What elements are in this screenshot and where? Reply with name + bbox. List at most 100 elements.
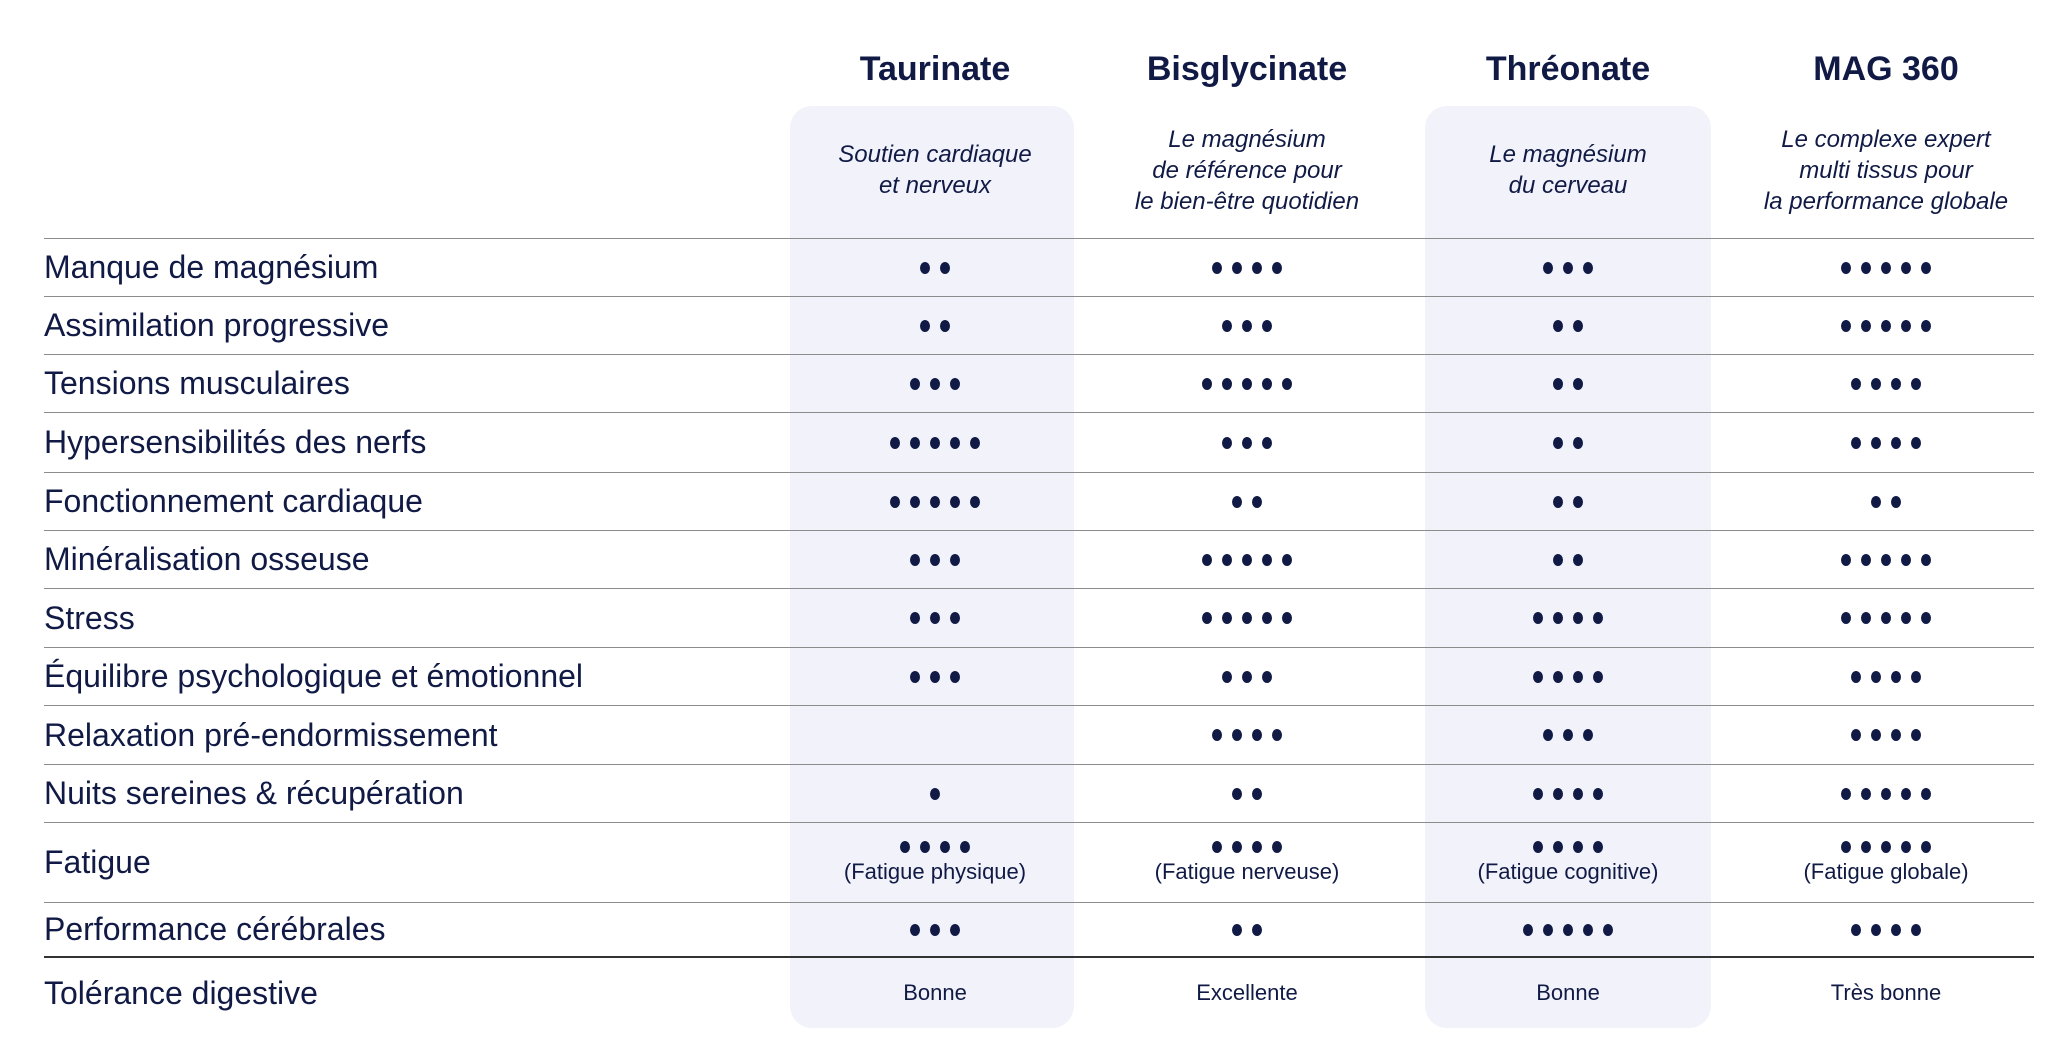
rating-cell (775, 706, 1095, 764)
rating-dot (970, 436, 980, 449)
rating-dot (1212, 261, 1222, 274)
rating-dot (1891, 923, 1901, 936)
rating-dot (1881, 612, 1891, 624)
rating-dot (1881, 787, 1891, 800)
table-row: Tensions musculaires (44, 354, 2034, 412)
rating-dot (950, 612, 960, 624)
rating-dots (890, 436, 980, 449)
rating-dot (1262, 670, 1272, 683)
rating-dot (1573, 553, 1583, 566)
rating-dot (1242, 553, 1252, 566)
rating-cell (775, 589, 1095, 647)
rating-dot (1921, 787, 1931, 800)
rating-dot (1212, 840, 1222, 853)
rating-dot (1921, 319, 1931, 332)
rating-dots (1202, 612, 1292, 624)
row-label: Relaxation pré-endormissement (44, 716, 498, 753)
rating-dots (1841, 787, 1931, 800)
rating-cell: (Fatigue physique) (775, 823, 1095, 902)
rating-cell (1087, 239, 1407, 296)
rating-dot (1891, 377, 1901, 390)
rating-dot (930, 495, 940, 508)
rating-dot (1881, 553, 1891, 566)
rating-dot (1222, 436, 1232, 449)
rating-dot (1851, 923, 1861, 936)
rating-cell (775, 355, 1095, 412)
rating-dot (1891, 670, 1901, 683)
rating-dot (1232, 923, 1242, 936)
rating-dot (1871, 923, 1881, 936)
rating-dots (1553, 436, 1583, 449)
rating-dot (1573, 670, 1583, 683)
rating-dot (930, 670, 940, 683)
rating-dot (1533, 787, 1543, 800)
rating-dot (1553, 319, 1563, 332)
rating-dot (1891, 729, 1901, 741)
rating-dots (900, 840, 970, 853)
rating-dots (910, 923, 960, 936)
rating-dot (1523, 923, 1533, 936)
rating-cell: Excellente (1087, 958, 1407, 1028)
rating-dot (950, 495, 960, 508)
rating-dot (910, 436, 920, 449)
rating-dot (960, 840, 970, 853)
rating-dot (940, 319, 950, 332)
rating-dot (1583, 923, 1593, 936)
table-row: Hypersensibilités des nerfs (44, 412, 2034, 472)
rating-dot (1891, 436, 1901, 449)
rating-cell: (Fatigue cognitive) (1408, 823, 1728, 902)
rating-dot (1911, 923, 1921, 936)
rating-dot (1881, 840, 1891, 853)
rating-dots (1222, 319, 1272, 332)
rating-dot (1573, 612, 1583, 624)
rating-cell (1087, 413, 1407, 472)
rating-cell (1408, 297, 1728, 354)
rating-dot (1563, 729, 1573, 741)
column-subtitle: Le magnésium de référence pour le bien-ê… (1134, 125, 1360, 215)
tolerance-value: Bonne (903, 980, 967, 1005)
rating-dot (930, 377, 940, 390)
rating-dot (910, 377, 920, 390)
rating-dot (1533, 670, 1543, 683)
column-subtitle: Le complexe expert multi tissus pour la … (1763, 125, 2009, 215)
rating-dot (930, 787, 940, 800)
rating-dot (1553, 840, 1563, 853)
rating-dots (1202, 377, 1292, 390)
table-row: Équilibre psychologique et émotionnel (44, 647, 2034, 705)
rating-dot (1232, 495, 1242, 508)
rating-dot (1553, 553, 1563, 566)
row-label: Minéralisation osseuse (44, 541, 370, 577)
rating-dots (1841, 553, 1931, 566)
rating-dots (1851, 729, 1921, 741)
rating-cell (1087, 589, 1407, 647)
rating-cell: Très bonne (1726, 958, 2046, 1028)
rating-dot (1553, 436, 1563, 449)
rating-cell (1087, 706, 1407, 764)
rating-dots (1232, 495, 1262, 508)
rating-dots (1553, 553, 1583, 566)
tolerance-value: Bonne (1536, 980, 1600, 1005)
rating-dot (910, 495, 920, 508)
rating-cell (1726, 413, 2046, 472)
rating-dot (1553, 495, 1563, 508)
rating-dot (1262, 612, 1272, 624)
table-row: Relaxation pré-endormissement (44, 705, 2034, 764)
rating-note: (Fatigue nerveuse) (1154, 858, 1340, 884)
rating-dot (1573, 495, 1583, 508)
rating-dot (1861, 261, 1871, 274)
rating-dot (1921, 261, 1931, 274)
rating-dot (1533, 840, 1543, 853)
rating-dot (1851, 377, 1861, 390)
rating-dot (1282, 553, 1292, 566)
rating-dot (1563, 923, 1573, 936)
rating-dot (1881, 319, 1891, 332)
rating-dot (900, 840, 910, 853)
rating-dot (1841, 319, 1851, 332)
rating-dot (1232, 261, 1242, 274)
rating-dot (1861, 612, 1871, 624)
table-row: Manque de magnésium (44, 238, 2034, 296)
rating-dot (1841, 553, 1851, 566)
rating-dot (1282, 377, 1292, 390)
rating-dot (920, 840, 930, 853)
rating-dot (1583, 261, 1593, 274)
